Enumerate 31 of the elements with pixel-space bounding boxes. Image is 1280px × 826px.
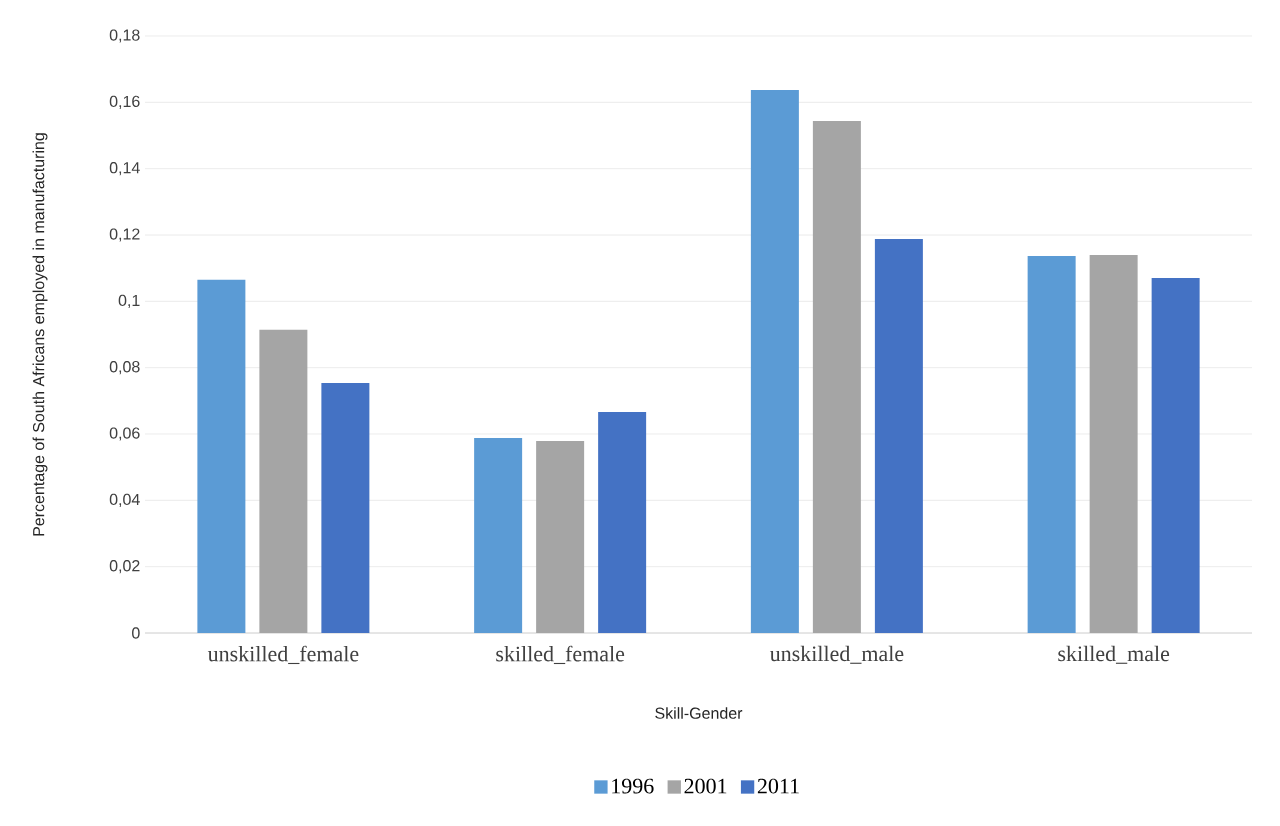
y-tick-label: 0,08: [109, 361, 140, 375]
x-tick-label: unskilled_male: [769, 645, 904, 664]
y-axis-title: Percentage of South Africans employed in manufacturing: [32, 133, 48, 536]
y-tick-label: 0,06: [109, 427, 140, 441]
bar: [874, 238, 923, 633]
bar: [1151, 278, 1200, 633]
bar: [598, 412, 647, 633]
y-tick-label: 0,04: [109, 493, 140, 507]
y-tick-label: 0,1: [118, 294, 140, 308]
bar: [1027, 255, 1076, 633]
bar: [259, 329, 308, 633]
bar: [474, 437, 523, 633]
x-axis-title: Skill-Gender: [655, 707, 743, 719]
bar: [321, 382, 370, 633]
legend-label: 2011: [757, 778, 799, 794]
bar: [812, 120, 861, 633]
legend-label: 2001: [684, 778, 727, 794]
bar: [750, 90, 799, 633]
y-tick-label: 0,16: [109, 95, 140, 109]
y-tick-label: 0,12: [109, 228, 140, 242]
x-tick-label: unskilled_female: [207, 645, 359, 665]
y-tick-label: 0: [132, 627, 140, 639]
legend-label: 1996: [612, 778, 654, 794]
y-tick-label: 0,02: [109, 560, 140, 574]
bar: [1089, 254, 1138, 633]
x-tick-label: skilled_female: [496, 645, 625, 665]
bar: [536, 440, 585, 633]
x-tick-label: skilled_male: [1058, 645, 1170, 664]
y-tick-label: 0,18: [109, 29, 140, 43]
y-tick-label: 0,14: [109, 162, 140, 176]
bar: [197, 279, 246, 633]
